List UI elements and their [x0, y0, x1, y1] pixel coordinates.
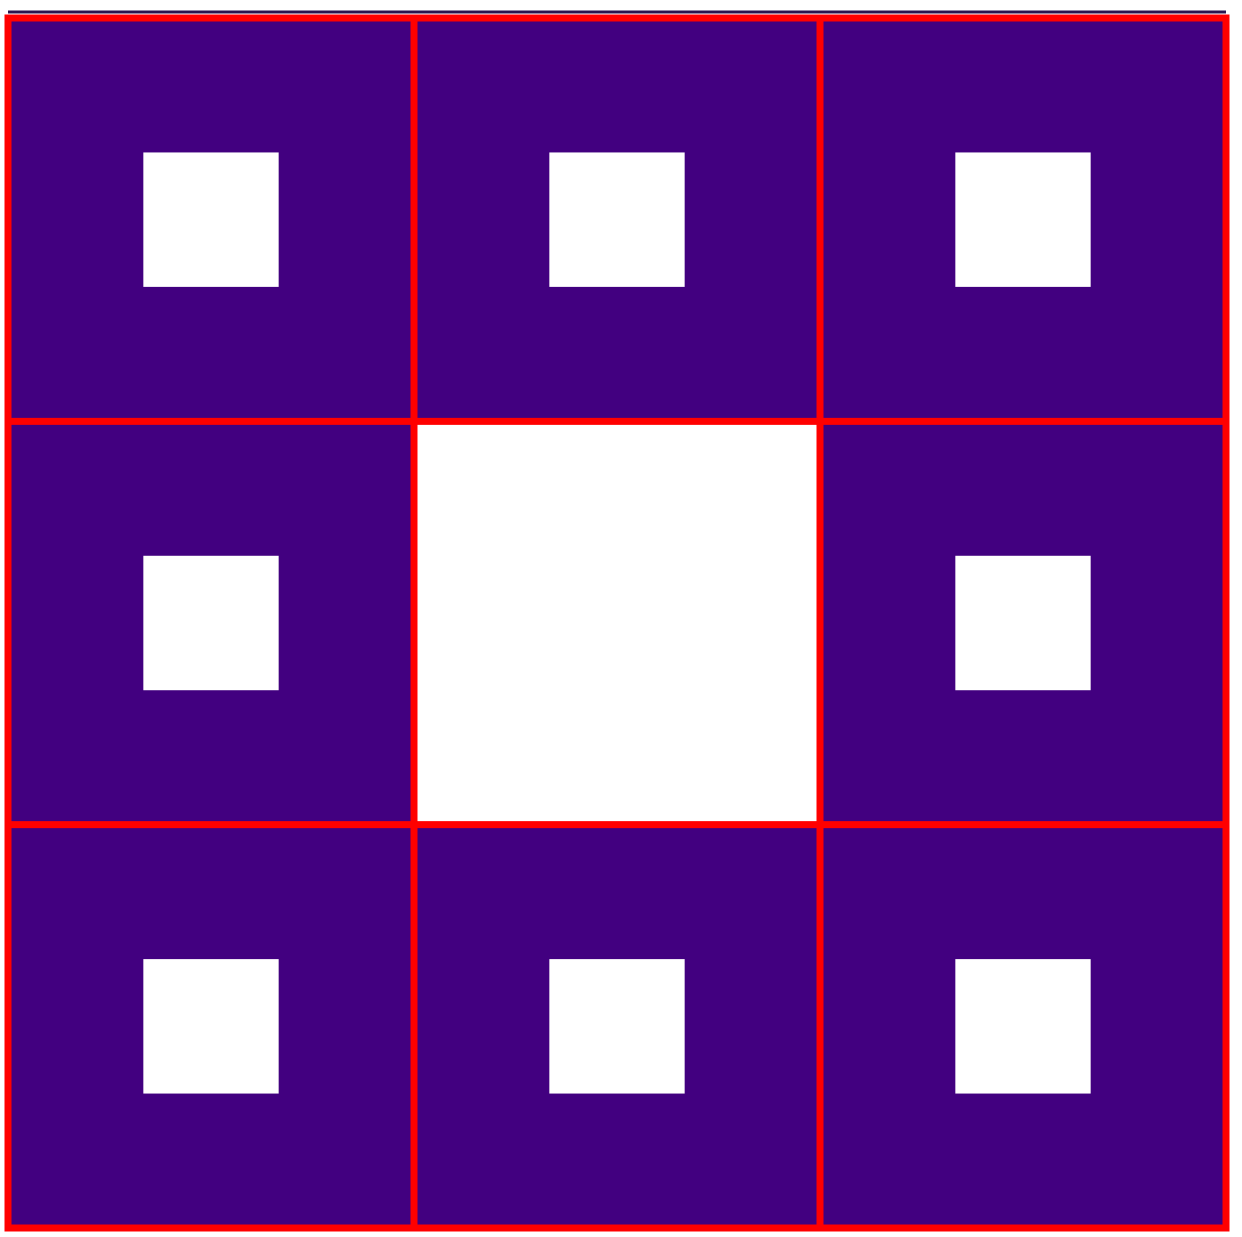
inner-hole-square: [143, 152, 279, 287]
inner-hole-square: [549, 152, 685, 287]
holes-layer: [143, 152, 1091, 1094]
cells-layer: [8, 18, 1226, 1228]
inner-hole-square: [143, 555, 279, 691]
inner-hole-square: [955, 959, 1091, 1094]
empty-center-cell: [414, 421, 820, 825]
inner-hole-square: [955, 152, 1091, 287]
grid-lines: [4, 14, 1230, 1232]
inner-hole-square: [143, 959, 279, 1094]
inner-hole-square: [955, 555, 1091, 691]
inner-hole-square: [549, 959, 685, 1094]
